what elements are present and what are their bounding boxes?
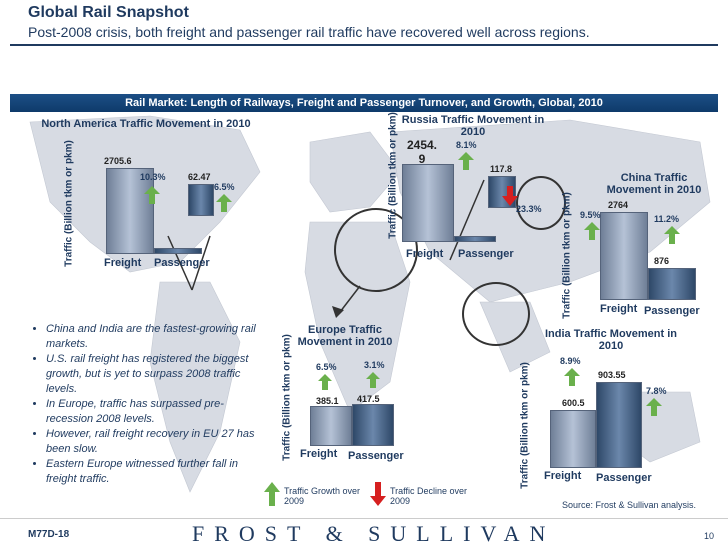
green-up-arrow-icon (458, 152, 474, 170)
russia-freight-value: 2454. 9 (406, 138, 438, 166)
chart-india-title: India Traffic Movement in 2010 (544, 328, 678, 352)
page-number: 10 (704, 531, 715, 541)
china-xlabel-freight: Freight (600, 303, 638, 315)
page-subtitle: Post-2008 crisis, both freight and passe… (28, 24, 590, 40)
russia-passenger-growth: 23.3% (516, 204, 542, 214)
russia-xlabel-freight: Freight (406, 248, 444, 260)
finding-item: Eastern Europe witnessed further fall in… (46, 457, 268, 487)
russia-freight-growth: 8.1% (456, 140, 477, 150)
india-freight-value: 600.5 (562, 398, 585, 408)
document-code: M77D-18 (28, 529, 70, 540)
europe-passenger-bar (352, 404, 394, 446)
na-freight-bar (106, 168, 154, 254)
green-up-arrow-icon (564, 368, 580, 386)
footer-bar (0, 518, 728, 547)
russia-passenger-value: 117.8 (490, 164, 513, 174)
europe-passenger-growth: 3.1% (364, 360, 385, 370)
page-title: Global Rail Snapshot (28, 4, 189, 21)
china-xlabel-passenger: Passenger (644, 305, 700, 317)
brand-logo-text: FROST & SULLIVAN (192, 521, 556, 546)
china-passenger-growth: 11.2% (654, 214, 680, 224)
na-passenger-value: 62.47 (188, 172, 211, 182)
banner: Rail Market: Length of Railways, Freight… (10, 94, 718, 112)
na-xlabel-freight: Freight (104, 257, 142, 269)
na-freight-growth: 10.3% (140, 172, 166, 182)
china-passenger-value: 876 (654, 256, 670, 266)
india-passenger-growth: 7.8% (646, 386, 667, 396)
source-note: Source: Frost & Sullivan analysis. (562, 500, 697, 510)
legend-decline-label: Traffic Decline over 2009 (390, 486, 468, 506)
red-down-arrow-icon (370, 482, 386, 506)
red-down-arrow-icon (502, 186, 518, 206)
chart-europe-ylabel: Traffic (Billion tkm or pkm) (281, 334, 293, 461)
chart-china-ylabel: Traffic (Billion tkm or pkm) (561, 192, 573, 319)
russia-xlabel-passenger: Passenger (458, 248, 514, 260)
chart-russia-ylabel: Traffic (Billion tkm or pkm) (387, 112, 399, 239)
chart-north-america-title: North America Traffic Movement in 2010 (41, 118, 251, 130)
finding-item: However, rail freight recovery in EU 27 … (46, 427, 268, 457)
green-up-arrow-icon (366, 372, 380, 388)
china-freight-bar (600, 212, 648, 300)
india-freight-bar (550, 410, 596, 468)
india-passenger-bar (596, 382, 642, 468)
china-highlight-circle (516, 176, 566, 230)
green-up-arrow-icon (584, 222, 600, 240)
europe-passenger-value: 417.5 (357, 394, 380, 404)
chart-north-america-ylabel: Traffic (Billion tkm or pkm) (63, 140, 75, 267)
china-freight-value: 2764 (608, 200, 629, 210)
green-up-arrow-icon (318, 374, 332, 390)
finding-item: China and India are the fastest-growing … (46, 322, 268, 352)
india-xlabel-freight: Freight (544, 470, 582, 482)
na-xlabel-passenger: Passenger (154, 257, 210, 269)
green-up-arrow-icon (216, 194, 232, 212)
russia-freight-bar (402, 164, 454, 242)
chart-india-ylabel: Traffic (Billion tkm or pkm) (519, 362, 531, 489)
india-xlabel-passenger: Passenger (596, 472, 652, 484)
europe-freight-value: 385.1 (316, 396, 339, 406)
europe-freight-bar (310, 406, 352, 446)
chart-china-title: China Traffic Movement in 2010 (606, 172, 702, 196)
finding-item: U.S. rail freight has registered the big… (46, 352, 268, 397)
russia-passenger-bar (454, 236, 496, 242)
india-passenger-value: 903.55 (598, 370, 626, 380)
green-up-arrow-icon (144, 186, 160, 204)
na-freight-value: 2705.6 (104, 156, 132, 166)
china-passenger-bar (648, 268, 696, 300)
europe-highlight-circle (334, 208, 418, 292)
green-up-arrow-icon (646, 398, 662, 416)
china-freight-growth: 9.5% (580, 210, 601, 220)
na-passenger-zoom-bar (188, 184, 214, 216)
chart-russia-title: Russia Traffic Movement in 2010 (401, 114, 545, 138)
key-findings-list: China and India are the fastest-growing … (18, 322, 268, 487)
green-up-arrow-icon (664, 226, 680, 244)
india-freight-growth: 8.9% (560, 356, 581, 366)
europe-xlabel-freight: Freight (300, 448, 338, 460)
na-passenger-growth: 6.5% (214, 182, 235, 192)
green-up-arrow-icon (264, 482, 280, 506)
finding-item: In Europe, traffic has surpassed pre-rec… (46, 397, 268, 427)
na-passenger-bar (154, 248, 202, 254)
europe-xlabel-passenger: Passenger (348, 450, 404, 462)
europe-freight-growth: 6.5% (316, 362, 337, 372)
legend-growth-label: Traffic Growth over 2009 (284, 486, 361, 506)
chart-europe-title: Europe Traffic Movement in 2010 (297, 324, 393, 348)
title-rule (10, 44, 718, 46)
india-highlight-circle (462, 282, 530, 346)
